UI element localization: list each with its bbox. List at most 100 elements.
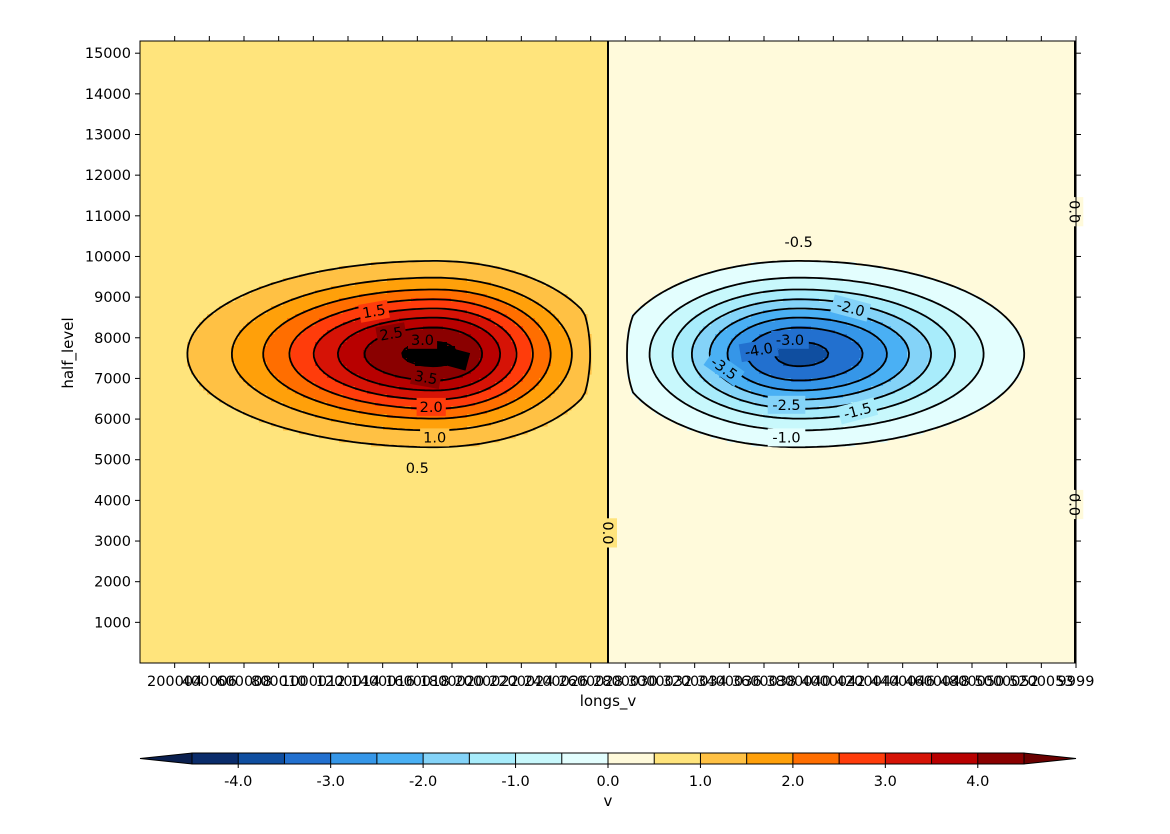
contour-fill-cell xyxy=(211,326,216,331)
contour-fill-cell xyxy=(963,294,968,299)
contour-fill-cell xyxy=(319,274,324,279)
contour-fill-cell xyxy=(399,358,404,363)
contour-fill-cell xyxy=(391,358,396,363)
contour-fill-cell xyxy=(727,314,732,319)
contour-fill-cell xyxy=(559,298,564,303)
contour-fill-cell xyxy=(911,346,916,351)
contour-fill-cell xyxy=(847,334,852,339)
contour-fill-cell xyxy=(351,270,356,275)
contour-fill-cell xyxy=(267,354,272,359)
contour-fill-cell xyxy=(499,362,504,367)
contour-fill-cell xyxy=(755,362,760,367)
contour-fill-cell xyxy=(567,342,572,347)
contour-fill-cell xyxy=(535,310,540,315)
contour-fill-cell xyxy=(871,266,876,271)
contour-fill-cell xyxy=(923,334,928,339)
contour-fill-cell xyxy=(975,358,980,363)
contour-fill-cell xyxy=(811,274,816,279)
contour-fill-cell xyxy=(739,318,744,323)
contour-fill-cell xyxy=(523,298,528,303)
contour-fill-cell xyxy=(739,366,744,371)
contour-fill-cell xyxy=(531,282,536,287)
contour-fill-cell xyxy=(651,338,656,343)
contour-fill-cell xyxy=(999,346,1004,351)
contour-fill-cell xyxy=(531,314,536,319)
contour-fill-cell xyxy=(911,310,916,315)
contour-fill-cell xyxy=(339,338,344,343)
contour-fill-cell xyxy=(511,314,516,319)
contour-fill-cell xyxy=(651,358,656,363)
contour-fill-cell xyxy=(907,366,912,371)
contour-fill-cell xyxy=(527,322,532,327)
contour-fill-cell xyxy=(283,314,288,319)
contour-fill-cell xyxy=(199,338,204,343)
contour-fill-cell xyxy=(211,370,216,375)
contour-fill-cell xyxy=(423,322,428,327)
contour-fill-cell xyxy=(955,358,960,363)
contour-fill-cell xyxy=(451,294,456,299)
contour-fill-cell xyxy=(471,354,476,359)
contour-fill-cell xyxy=(515,362,520,367)
contour-fill-cell xyxy=(767,286,772,291)
contour-fill-cell xyxy=(891,374,896,379)
contour-fill-cell xyxy=(855,350,860,355)
contour-fill-cell xyxy=(267,366,272,371)
contour-fill-cell xyxy=(779,266,784,271)
contour-fill-cell xyxy=(251,346,256,351)
contour-fill-cell xyxy=(531,358,536,363)
contour-fill-cell xyxy=(283,310,288,315)
contour-fill-cell xyxy=(503,310,508,315)
contour-fill-cell xyxy=(759,302,764,307)
contour-fill-cell xyxy=(563,342,568,347)
contour-fill-cell xyxy=(751,310,756,315)
contour-fill-cell xyxy=(727,282,732,287)
contour-fill-cell xyxy=(835,322,840,327)
contour-fill-cell xyxy=(403,318,408,323)
contour-fill-cell xyxy=(419,318,424,323)
contour-fill-cell xyxy=(219,366,224,371)
contour-fill-cell xyxy=(907,274,912,279)
contour-fill-cell xyxy=(823,334,828,339)
contour-fill-cell xyxy=(455,306,460,311)
contour-fill-cell xyxy=(907,298,912,303)
contour-fill-cell xyxy=(323,298,328,303)
contour-fill-cell xyxy=(659,302,664,307)
contour-fill-cell xyxy=(923,342,928,347)
contour-fill-cell xyxy=(335,290,340,295)
contour-fill-cell xyxy=(287,326,292,331)
contour-fill-cell xyxy=(1007,346,1012,351)
contour-fill-cell xyxy=(691,322,696,327)
contour-fill-cell xyxy=(547,370,552,375)
contour-fill-cell xyxy=(659,310,664,315)
contour-fill-cell xyxy=(955,374,960,379)
contour-fill-cell xyxy=(899,350,904,355)
contour-fill-cell xyxy=(835,338,840,343)
contour-fill-cell xyxy=(251,314,256,319)
contour-fill-cell xyxy=(279,338,284,343)
contour-fill-cell xyxy=(703,314,708,319)
contour-fill-cell xyxy=(347,294,352,299)
contour-fill-cell xyxy=(383,282,388,287)
contour-fill-cell xyxy=(323,346,328,351)
contour-fill-cell xyxy=(331,318,336,323)
contour-fill-cell xyxy=(523,362,528,367)
contour-fill-cell xyxy=(215,378,220,383)
contour-fill-cell xyxy=(751,334,756,339)
contour-fill-cell xyxy=(391,262,396,267)
contour-fill-cell xyxy=(735,346,740,351)
contour-fill-cell xyxy=(747,362,752,367)
contour-fill-cell xyxy=(627,346,632,351)
contour-fill-cell xyxy=(495,290,500,295)
contour-fill-cell xyxy=(211,314,216,319)
contour-fill-cell xyxy=(343,346,348,351)
contour-fill-cell xyxy=(831,314,836,319)
contour-fill-cell xyxy=(747,298,752,303)
contour-fill-cell xyxy=(483,322,488,327)
contour-fill-cell xyxy=(711,314,716,319)
contour-fill-cell xyxy=(883,374,888,379)
contour-fill-cell xyxy=(439,366,444,371)
contour-fill-cell xyxy=(223,354,228,359)
contour-fill-cell xyxy=(663,326,668,331)
contour-fill-cell xyxy=(243,326,248,331)
contour-fill-cell xyxy=(279,314,284,319)
